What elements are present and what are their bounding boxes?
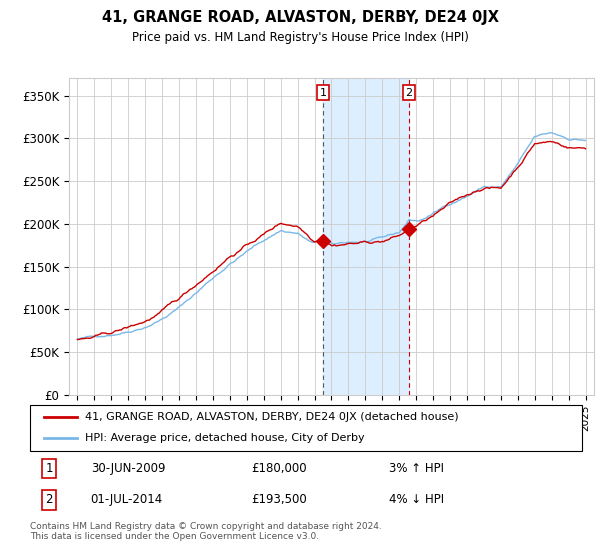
- Text: Price paid vs. HM Land Registry's House Price Index (HPI): Price paid vs. HM Land Registry's House …: [131, 31, 469, 44]
- Text: Contains HM Land Registry data © Crown copyright and database right 2024.
This d: Contains HM Land Registry data © Crown c…: [30, 522, 382, 542]
- Text: 30-JUN-2009: 30-JUN-2009: [91, 462, 165, 475]
- Text: 2: 2: [406, 87, 413, 97]
- Text: 3% ↑ HPI: 3% ↑ HPI: [389, 462, 444, 475]
- Text: 4% ↓ HPI: 4% ↓ HPI: [389, 493, 444, 506]
- Text: HPI: Average price, detached house, City of Derby: HPI: Average price, detached house, City…: [85, 433, 365, 444]
- Bar: [323, 78, 409, 395]
- Text: 1: 1: [46, 462, 53, 475]
- Text: £193,500: £193,500: [251, 493, 307, 506]
- Text: 01-JUL-2014: 01-JUL-2014: [91, 493, 163, 506]
- Text: 41, GRANGE ROAD, ALVASTON, DERBY, DE24 0JX: 41, GRANGE ROAD, ALVASTON, DERBY, DE24 0…: [101, 10, 499, 25]
- Text: 2: 2: [46, 493, 53, 506]
- Text: 1: 1: [320, 87, 326, 97]
- FancyBboxPatch shape: [30, 405, 582, 451]
- Text: 41, GRANGE ROAD, ALVASTON, DERBY, DE24 0JX (detached house): 41, GRANGE ROAD, ALVASTON, DERBY, DE24 0…: [85, 412, 459, 422]
- Text: £180,000: £180,000: [251, 462, 307, 475]
